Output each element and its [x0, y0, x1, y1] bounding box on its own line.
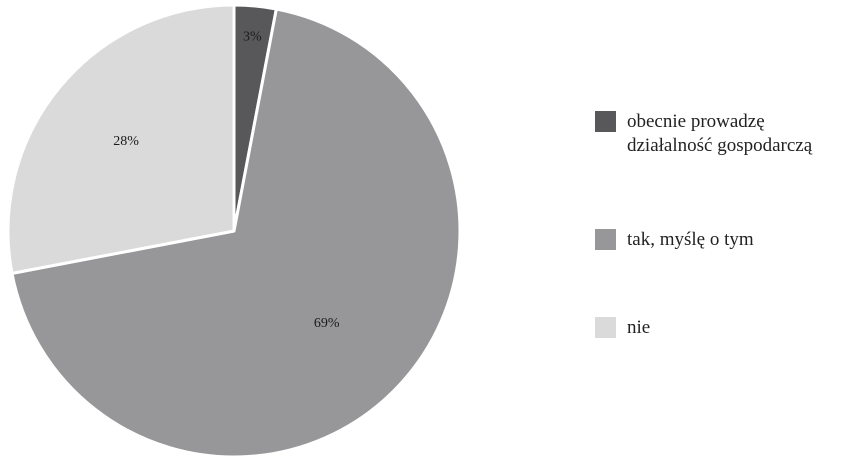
pie-chart-plot: 3% 69% 28%: [6, 3, 462, 457]
pie-slice-label-1: 3%: [243, 30, 262, 45]
legend-swatch-obecnie-prowadze: [595, 111, 616, 132]
chart-legend: obecnie prowadzę działalność gospodarczą…: [595, 0, 862, 457]
legend-label-nie: nie: [627, 317, 651, 338]
legend-item-nie: nie: [595, 316, 650, 340]
legend-swatch-nie: [595, 317, 616, 338]
legend-item-obecnie-prowadze: obecnie prowadzę działalność gospodarczą: [595, 110, 812, 158]
pie-slice-3: [6, 3, 236, 275]
pie-slice-label-3: 28%: [113, 134, 139, 149]
pie-slice-label-2: 69%: [314, 316, 340, 331]
legend-label-tak-mysle-o-tym: tak, myślę o tym: [627, 229, 754, 250]
pie-slice-2: [10, 7, 462, 457]
legend-item-tak-mysle-o-tym: tak, myślę o tym: [595, 228, 754, 252]
legend-label-obecnie-prowadze: obecnie prowadzę działalność gospodarczą: [627, 111, 813, 156]
legend-swatch-tak-mysle-o-tym: [595, 229, 616, 250]
